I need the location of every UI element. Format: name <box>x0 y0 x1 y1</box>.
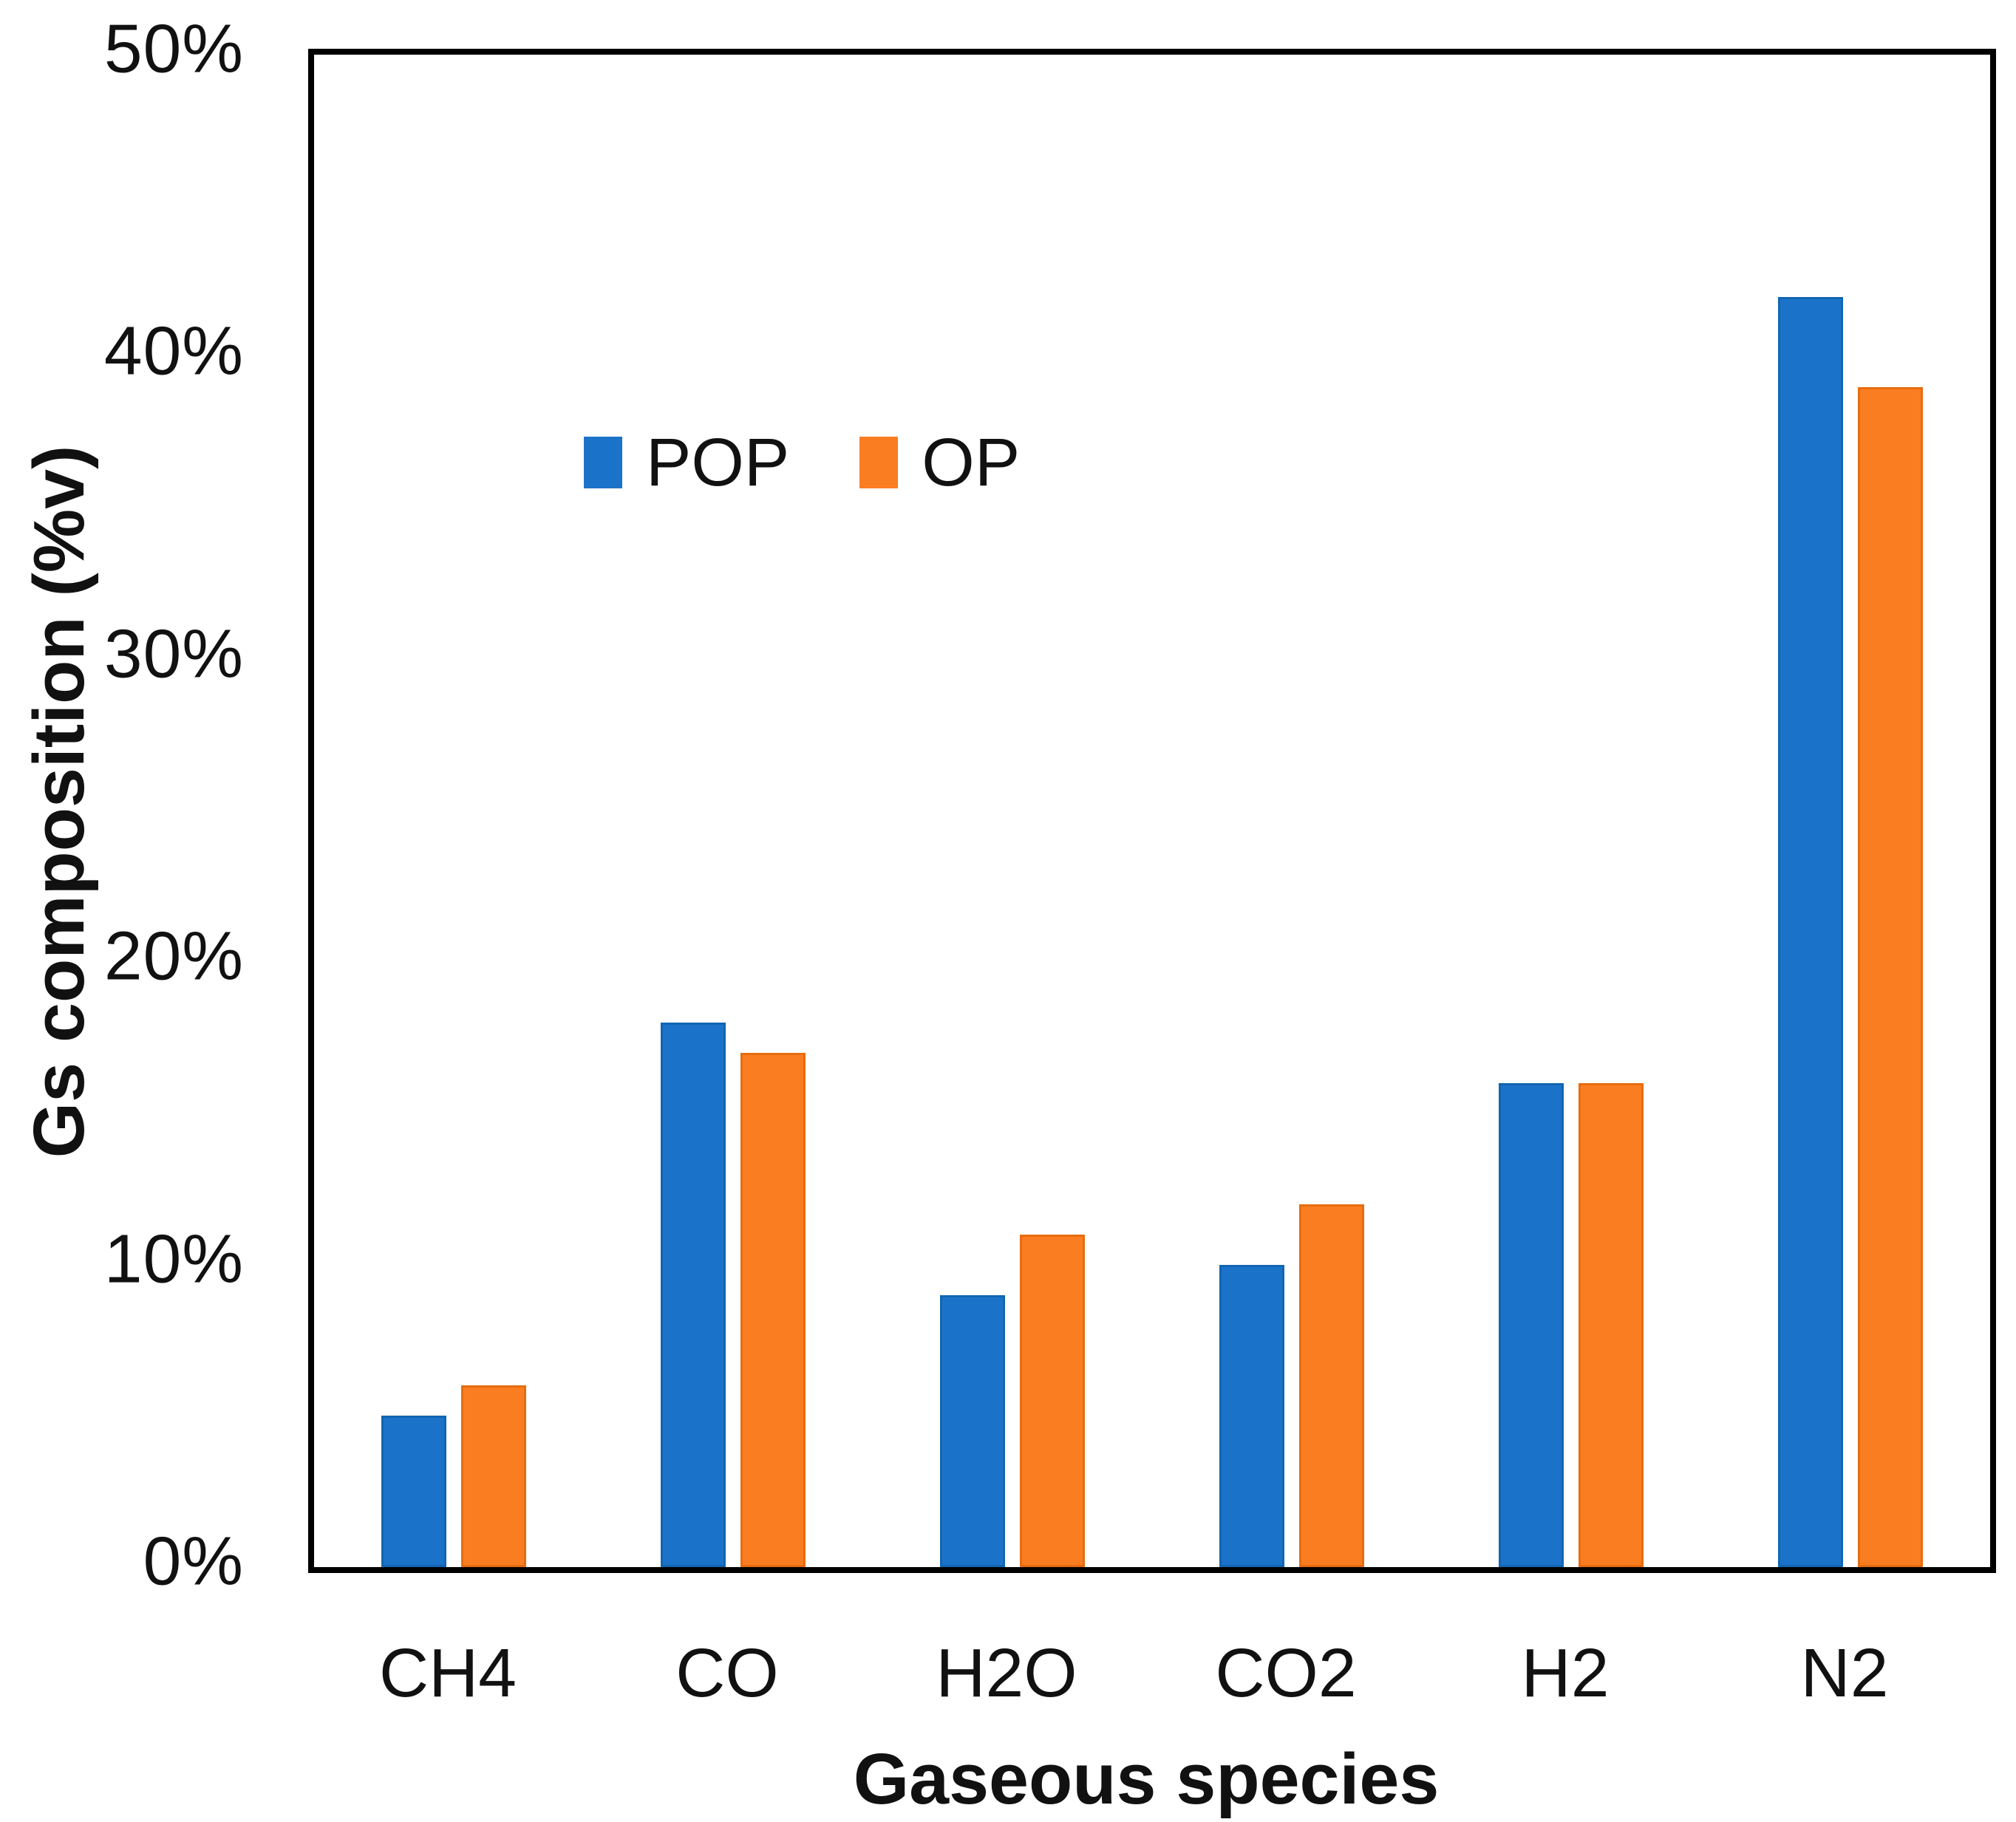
bar-pop-h2o <box>940 1294 1005 1567</box>
legend-item-op: OP <box>859 429 1020 497</box>
bar-pop-ch4 <box>381 1416 446 1567</box>
y-tick-label: 0% <box>143 1522 244 1600</box>
legend-swatch-pop <box>584 437 622 488</box>
x-tick-label-h2: H2 <box>1521 1634 1610 1711</box>
x-tick-label-ch4: CH4 <box>378 1634 517 1711</box>
y-tick-label: 50% <box>103 10 244 87</box>
y-tick-label: 10% <box>103 1220 244 1297</box>
legend-label: OP <box>922 425 1021 500</box>
x-tick-label-n2: N2 <box>1800 1634 1889 1711</box>
legend-item-pop: POP <box>584 429 789 497</box>
bar-op-co <box>740 1053 806 1567</box>
bar-pop-co <box>661 1023 726 1567</box>
plot-area <box>308 49 1996 1573</box>
y-tick-label: 20% <box>103 917 244 994</box>
bar-pop-h2 <box>1499 1082 1564 1567</box>
bar-op-co2 <box>1299 1204 1364 1567</box>
bar-pop-n2 <box>1778 296 1843 1567</box>
bar-op-h2o <box>1020 1234 1085 1567</box>
legend-swatch-op <box>859 437 899 488</box>
x-tick-label-co: CO <box>675 1634 779 1711</box>
x-axis-title: Gaseous species <box>853 1739 1440 1819</box>
bar-op-n2 <box>1858 387 1923 1567</box>
legend-label: POP <box>646 425 790 500</box>
legend: POP OP <box>584 429 1020 497</box>
y-tick-label: 40% <box>103 312 244 389</box>
bar-op-ch4 <box>461 1385 526 1567</box>
y-tick-label: 30% <box>103 615 244 692</box>
bar-op-h2 <box>1579 1082 1644 1567</box>
y-axis-title: Gs composition (%v) <box>18 445 99 1159</box>
x-tick-label-co2: CO2 <box>1215 1634 1357 1711</box>
x-tick-label-h2o: H2O <box>936 1634 1077 1711</box>
bar-pop-co2 <box>1219 1264 1284 1567</box>
